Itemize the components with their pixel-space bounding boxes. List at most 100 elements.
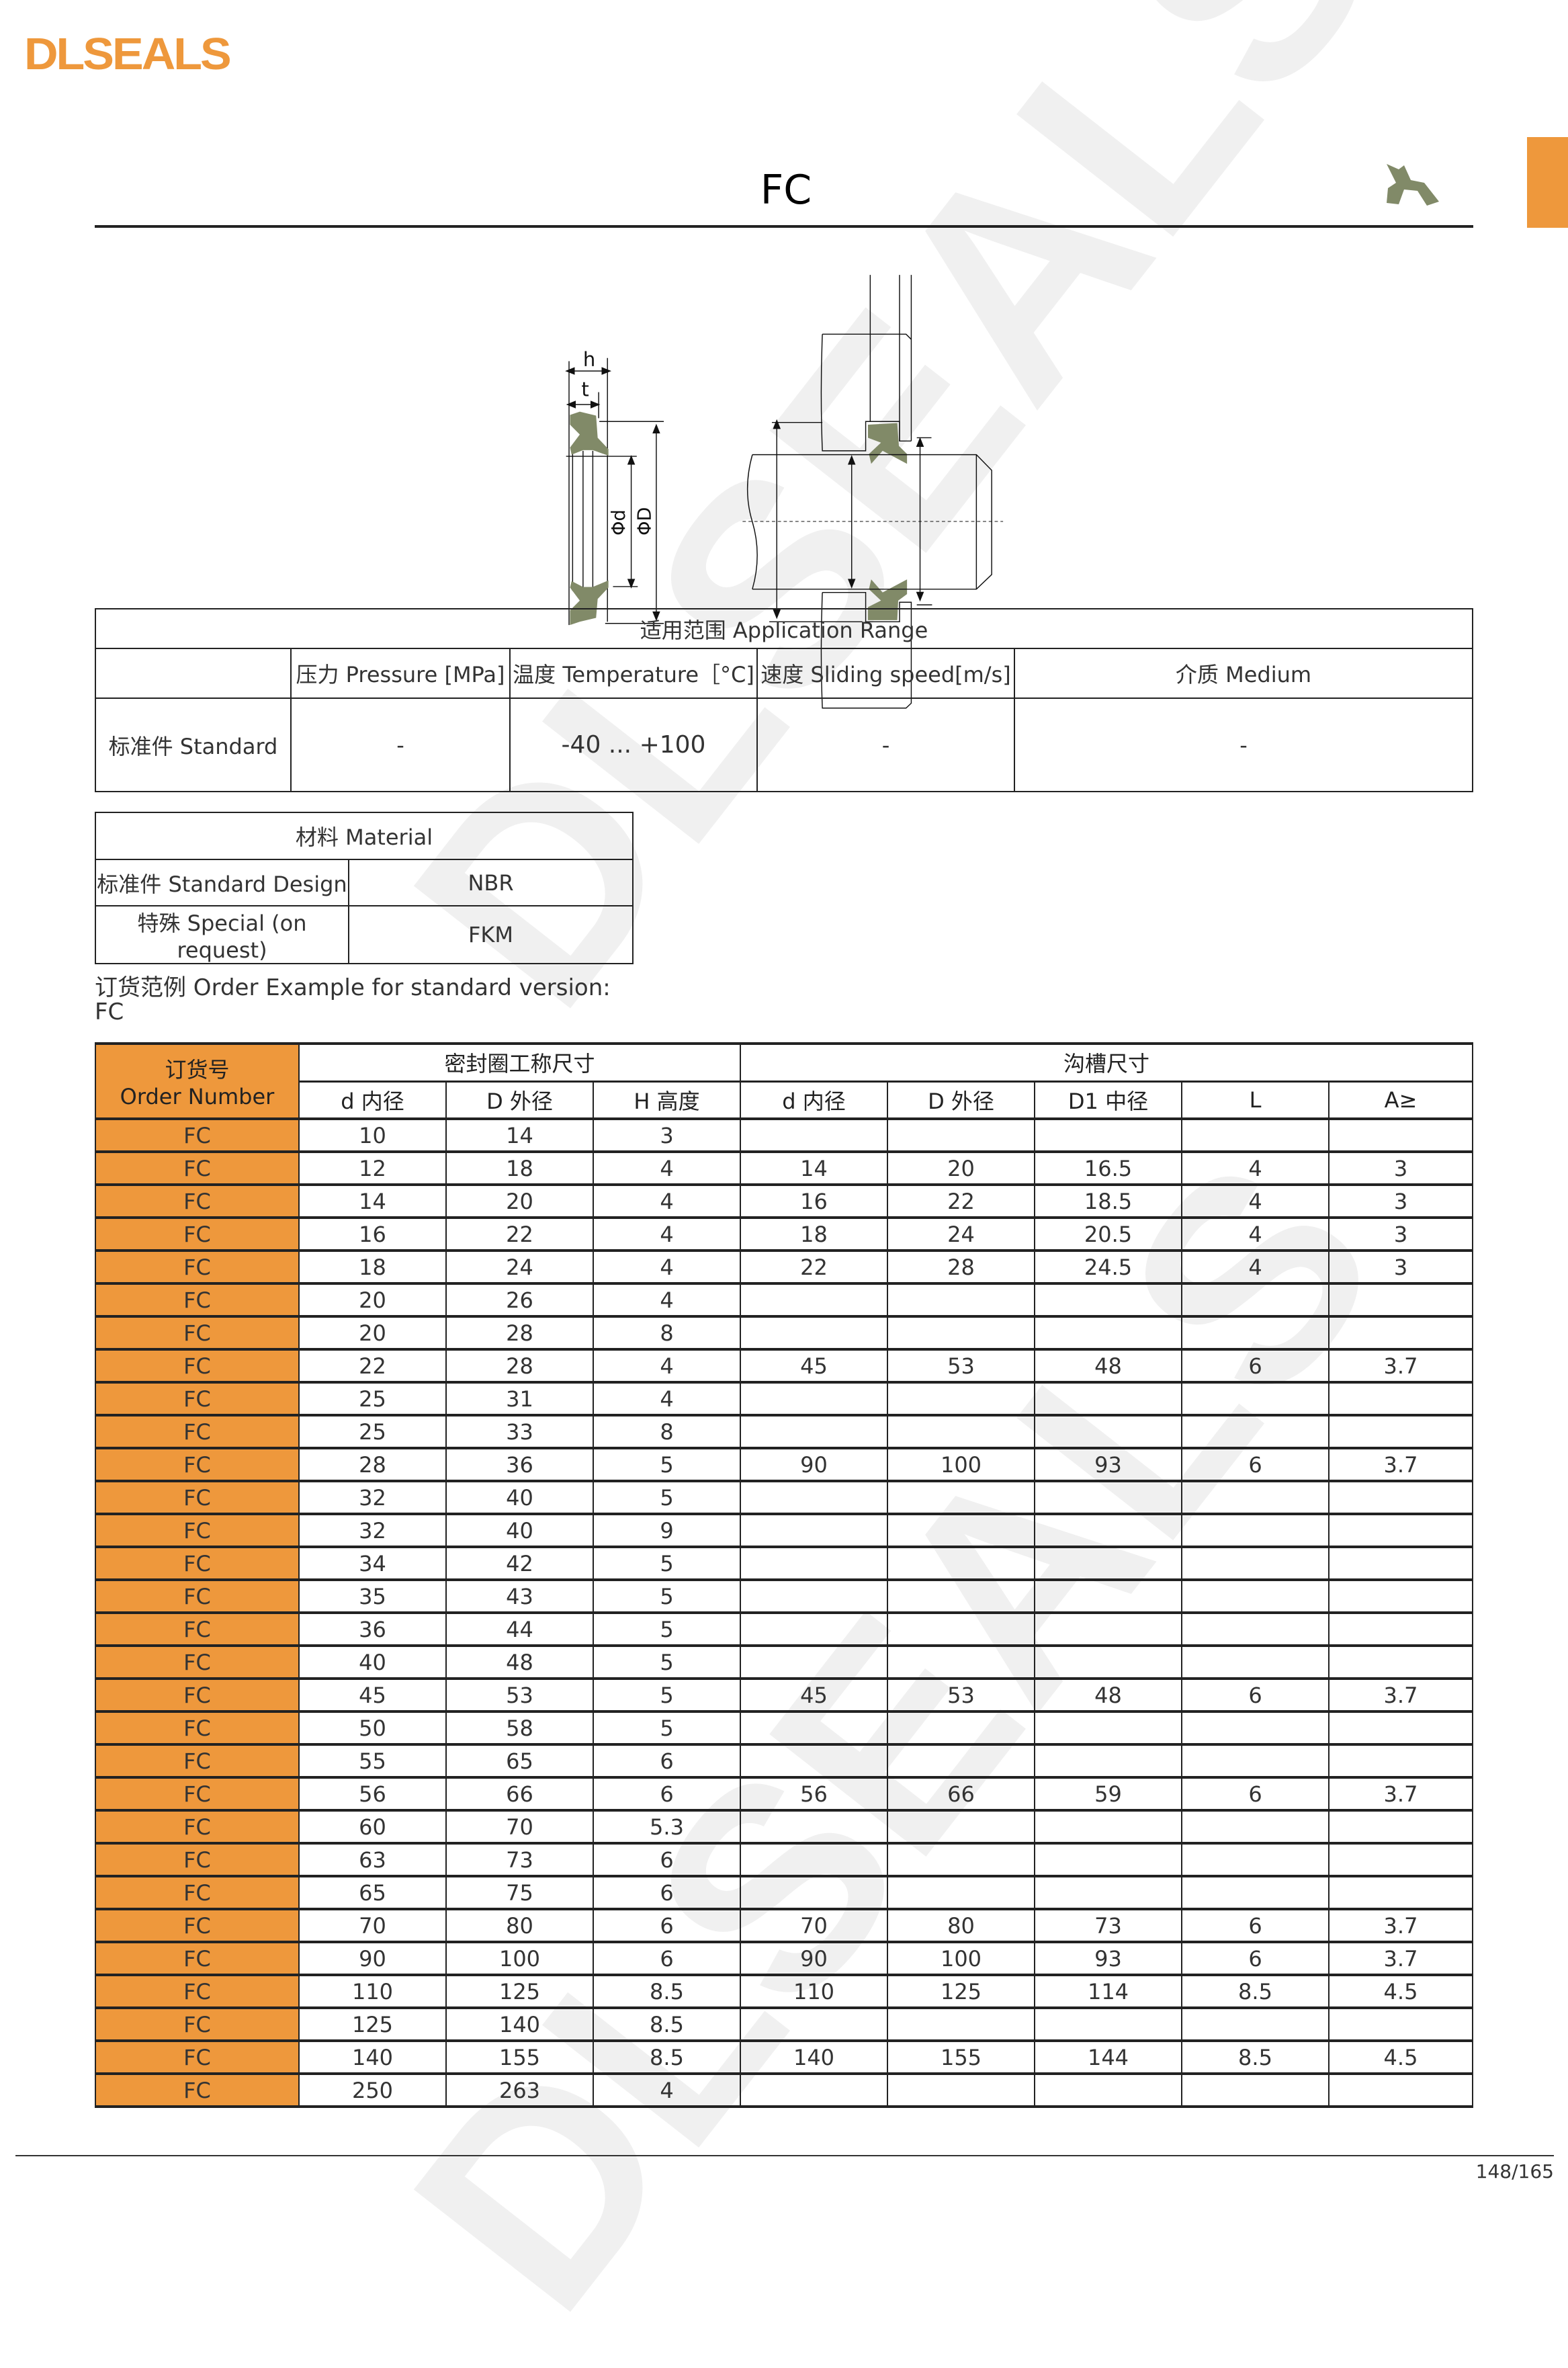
table-cell: 250 [298, 2073, 447, 2108]
table-cell: 6 [593, 1941, 741, 1976]
column-header: D 外径 [445, 1081, 594, 1120]
table-cell [1034, 1645, 1182, 1680]
table-cell: 4 [1181, 1151, 1330, 1186]
order-number-cell: FC [95, 1612, 300, 1647]
table-row: FC 14 20 4 16 22 18.5 4 3 [95, 1184, 1473, 1219]
table-cell [1328, 1513, 1473, 1548]
order-number-cell: FC [95, 1875, 300, 1910]
column-header: D1 中径 [1034, 1081, 1182, 1120]
order-number-cell: FC [95, 1349, 300, 1384]
table-cell: 6 [593, 1744, 741, 1779]
order-number-cell: FC [95, 1843, 300, 1877]
table-cell [1181, 1579, 1330, 1614]
table-cell [740, 1843, 888, 1877]
table-cell [1328, 2073, 1473, 2108]
table-cell [1034, 1480, 1182, 1515]
table-cell: 32 [298, 1513, 447, 1548]
table-cell [1034, 1382, 1182, 1416]
table-cell [1181, 2007, 1330, 2042]
table-cell [887, 1316, 1035, 1351]
table-row: FC 10 14 3 [95, 1118, 1473, 1153]
table-cell: 20.5 [1034, 1217, 1182, 1252]
table-cell [1034, 1316, 1182, 1351]
app-col-0 [95, 648, 292, 699]
app-row-label: 标准件 Standard [95, 697, 292, 792]
order-number-cell: FC [95, 1151, 300, 1186]
table-cell [1034, 1612, 1182, 1647]
app-col-pressure: 压力 Pressure [MPa] [290, 648, 511, 699]
table-cell [740, 1744, 888, 1779]
table-cell: 125 [445, 1974, 594, 2009]
app-temperature: -40 ... +100 [509, 697, 758, 792]
app-speed: - [756, 697, 1015, 792]
table-cell [740, 1283, 888, 1318]
material-value: NBR [348, 859, 634, 906]
page-title: FC [760, 167, 812, 214]
table-cell [1181, 1546, 1330, 1581]
table-cell [1328, 1843, 1473, 1877]
table-cell: 90 [740, 1447, 888, 1482]
table-cell: 16.5 [1034, 1151, 1182, 1186]
table-cell: 66 [445, 1777, 594, 1812]
table-cell: 53 [887, 1678, 1035, 1713]
order-number-cell: FC [95, 1777, 300, 1812]
table-cell [1328, 1612, 1473, 1647]
table-cell: 5 [593, 1546, 741, 1581]
table-cell [1181, 1316, 1330, 1351]
table-cell: 4 [593, 1250, 741, 1285]
order-number-cell: FC [95, 1974, 300, 2009]
table-cell: 36 [298, 1612, 447, 1647]
table-cell [1328, 1711, 1473, 1746]
table-cell: 53 [887, 1349, 1035, 1384]
table-cell: 4 [1181, 1184, 1330, 1219]
table-cell: 20 [298, 1283, 447, 1318]
table-row: FC 18 24 4 22 28 24.5 4 3 [95, 1250, 1473, 1285]
table-cell [887, 1546, 1035, 1581]
table-cell: 3 [593, 1118, 741, 1153]
table-cell: 3 [1328, 1250, 1473, 1285]
table-cell: 93 [1034, 1447, 1182, 1482]
order-number-cell: FC [95, 1810, 300, 1845]
order-number-cell: FC [95, 1579, 300, 1614]
table-cell [740, 1118, 888, 1153]
table-cell: 6 [593, 1875, 741, 1910]
table-row: FC 90 100 6 90 100 93 6 3.7 [95, 1941, 1473, 1976]
table-cell [1328, 1118, 1473, 1153]
table-cell [1328, 1579, 1473, 1614]
table-cell: 48 [445, 1645, 594, 1680]
table-cell: 31 [445, 1382, 594, 1416]
table-cell: 56 [298, 1777, 447, 1812]
table-cell [1181, 1810, 1330, 1845]
table-cell: 70 [740, 1908, 888, 1943]
page-number: 148/165 [1475, 2160, 1554, 2183]
table-cell: 63 [298, 1843, 447, 1877]
dim-label-d: Φd [609, 509, 629, 536]
table-cell [1034, 1711, 1182, 1746]
material-label: 特殊 Special (on request) [95, 905, 349, 964]
table-cell: 6 [1181, 1908, 1330, 1943]
table-cell: 50 [298, 1711, 447, 1746]
seal-size-group-header: 密封圈工称尺寸 [298, 1043, 741, 1083]
table-cell: 73 [445, 1843, 594, 1877]
table-cell [1328, 1382, 1473, 1416]
table-cell: 3.7 [1328, 1941, 1473, 1976]
table-row: FC 56 66 6 56 66 59 6 3.7 [95, 1777, 1473, 1812]
table-cell: 25 [298, 1414, 447, 1449]
table-cell [1181, 2073, 1330, 2108]
table-cell: 8 [593, 1414, 741, 1449]
table-cell: 44 [445, 1612, 594, 1647]
table-cell: 3.7 [1328, 1349, 1473, 1384]
title-rule [95, 225, 1473, 228]
table-cell [1328, 1744, 1473, 1779]
order-number-cell: FC [95, 2073, 300, 2108]
table-cell: 32 [298, 1480, 447, 1515]
table-cell: 18 [298, 1250, 447, 1285]
table-row: FC 22 28 4 45 53 48 6 3.7 [95, 1349, 1473, 1384]
table-cell: 140 [445, 2007, 594, 2042]
table-cell [887, 1414, 1035, 1449]
table-row: FC 20 26 4 [95, 1283, 1473, 1318]
application-range-table: 适用范围 Application Range 压力 Pressure [MPa]… [95, 608, 1473, 792]
order-number-cell: FC [95, 1118, 300, 1153]
table-row: FC 28 36 5 90 100 93 6 3.7 [95, 1447, 1473, 1482]
table-cell: 65 [298, 1875, 447, 1910]
